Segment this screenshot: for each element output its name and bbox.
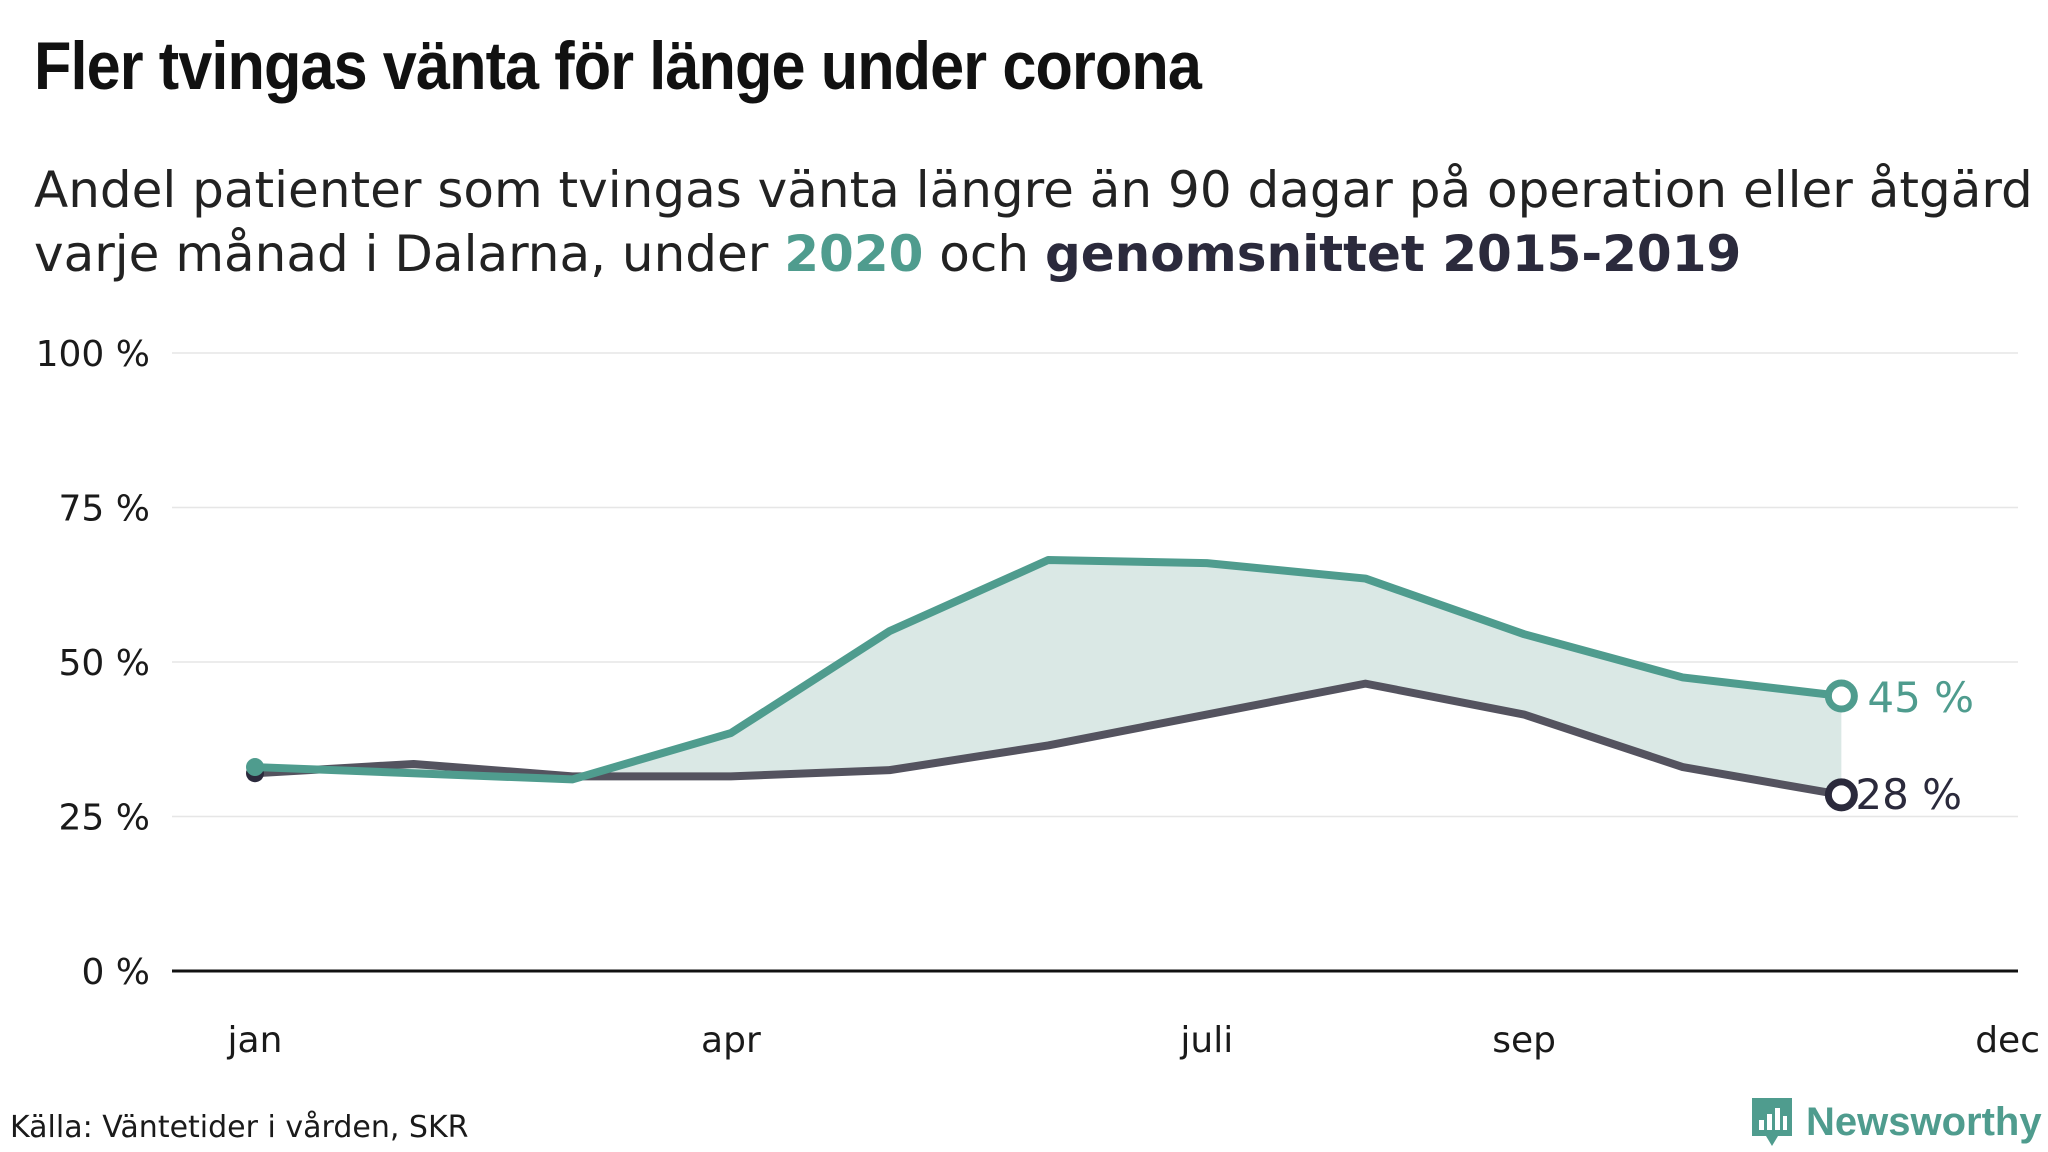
x-tick-label: dec	[1975, 1020, 2040, 1061]
x-tick-label: sep	[1492, 1020, 1556, 1061]
series-2020-line	[251, 556, 1846, 784]
x-tick-label: jan	[227, 1020, 283, 1061]
subtitle-line1: Andel patienter som tvingas vänta längre…	[34, 161, 2033, 219]
y-tick-label: 0 %	[81, 952, 150, 993]
average-series-line	[251, 679, 1846, 799]
chart-subtitle: Andel patienter som tvingas vänta längre…	[34, 158, 2034, 286]
x-tick-label: apr	[701, 1020, 761, 1061]
series-2020-start-point	[246, 758, 264, 777]
x-tick-label: juli	[1179, 1020, 1233, 1061]
subtitle-line2-prefix: varje månad i Dalarna, under	[34, 225, 785, 283]
y-tick-label: 50 %	[59, 643, 150, 684]
y-tick-label: 100 %	[36, 334, 150, 375]
brand-name: Newsworthy	[1806, 1099, 2042, 1144]
chart-title: Fler tvingas vänta för länge under coron…	[34, 28, 1202, 104]
y-tick-label: 25 %	[59, 798, 150, 839]
legend-average: genomsnittet 2015-2019	[1044, 225, 1742, 283]
series-2020-end-point	[1824, 679, 1858, 713]
newsworthy-logo: Newsworthy	[1750, 1096, 2042, 1148]
series-2020-end-label: 45 %	[1867, 673, 1974, 722]
average-series-end-point	[1824, 778, 1858, 812]
legend-2020: 2020	[784, 225, 924, 283]
source-note: Källa: Väntetider i vården, SKR	[10, 1110, 469, 1145]
bar-chart-icon	[1752, 1098, 1792, 1146]
difference-area	[255, 560, 1842, 795]
average-end-label: 28 %	[1855, 770, 1962, 819]
subtitle-line2-mid: och	[923, 225, 1045, 283]
y-tick-label: 75 %	[59, 489, 150, 530]
